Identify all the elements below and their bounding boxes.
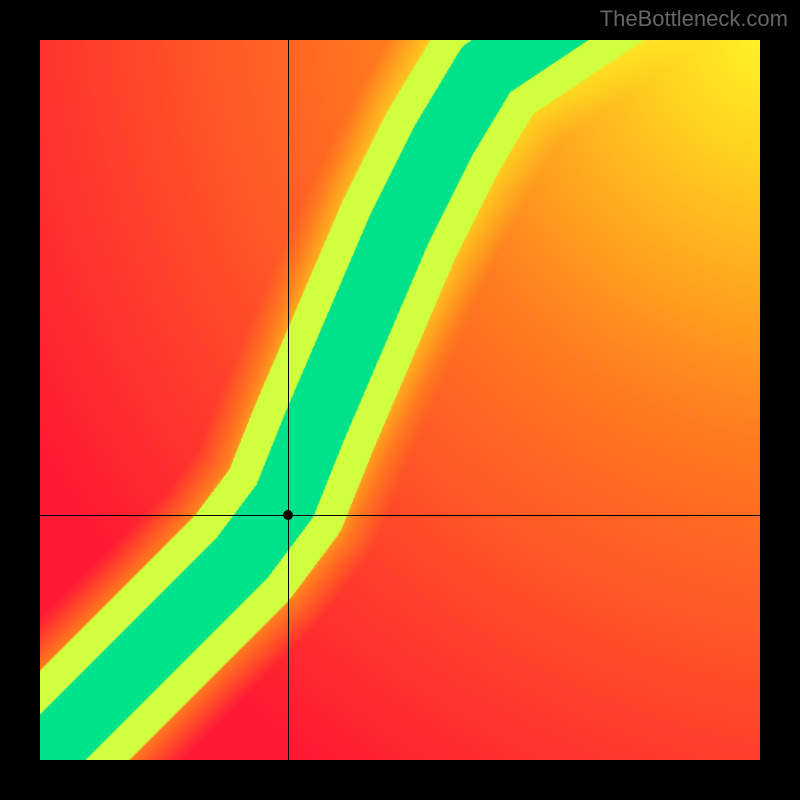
heatmap-canvas bbox=[40, 40, 760, 760]
watermark-text: TheBottleneck.com bbox=[600, 6, 788, 32]
plot-area bbox=[40, 40, 760, 760]
crosshair-horizontal bbox=[40, 515, 760, 516]
crosshair-vertical bbox=[288, 40, 289, 760]
data-point-marker bbox=[283, 510, 293, 520]
chart-container: TheBottleneck.com bbox=[0, 0, 800, 800]
